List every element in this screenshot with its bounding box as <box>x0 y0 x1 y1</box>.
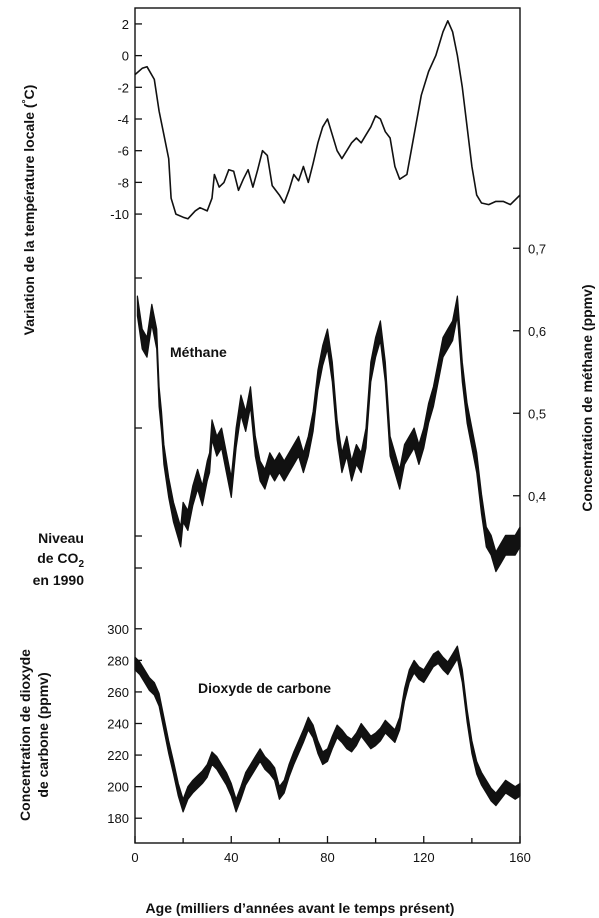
x-axis-title: Age (milliers d’années avant le temps pr… <box>146 900 455 916</box>
methane-tick-label: 0,6 <box>528 324 546 339</box>
co2-tick-label: 280 <box>107 653 129 668</box>
co2-tick-label: 220 <box>107 748 129 763</box>
methane-tick-label: 0,7 <box>528 241 546 256</box>
co2-1990-label-line3: en 1990 <box>33 572 85 588</box>
co2-tick-label: 240 <box>107 717 129 732</box>
temperature-tick-label: -10 <box>110 207 129 222</box>
temperature-axis: 2 0 -2 -4 -6 -8 -10 <box>110 17 142 222</box>
x-tick-label: 40 <box>224 850 238 865</box>
temperature-axis-title: Variation de la température locale (°C) <box>21 85 37 336</box>
methane-axis: 0,7 0,6 0,5 0,4 <box>513 241 546 504</box>
temperature-tick-label: -4 <box>117 112 129 127</box>
co2-series-label: Dioxyde de carbone <box>198 680 331 696</box>
co2-axis-title-line1: Concentration de dioxyde <box>17 649 33 821</box>
temperature-series-line <box>134 20 521 220</box>
x-tick-label: 120 <box>413 850 435 865</box>
co2-1990-label-line1: Niveau <box>38 530 84 546</box>
plot-frame <box>134 7 521 844</box>
methane-tick-label: 0,5 <box>528 406 546 421</box>
x-tick-label: 80 <box>320 850 334 865</box>
co2-axis-title-line2: de carbone (ppmv) <box>35 672 51 797</box>
co2-series-band <box>134 645 521 813</box>
temperature-tick-label: 0 <box>122 49 129 64</box>
methane-series-band <box>136 295 521 573</box>
co2-tick-label: 260 <box>107 685 129 700</box>
x-tick-label: 0 <box>131 850 138 865</box>
methane-series-label: Méthane <box>170 344 227 360</box>
methane-tick-label: 0,4 <box>528 489 546 504</box>
x-axis: 0 40 80 120 160 <box>131 836 531 865</box>
co2-tick-label: 180 <box>107 811 129 826</box>
methane-axis-title: Concentration de méthane (ppmv) <box>579 284 595 511</box>
co2-tick-label: 300 <box>107 622 129 637</box>
minor-ticks <box>135 277 473 843</box>
temperature-tick-label: 2 <box>122 17 129 32</box>
temperature-tick-label: -6 <box>117 144 129 159</box>
x-tick-label: 160 <box>509 850 531 865</box>
co2-axis: 300 280 260 240 220 200 180 <box>107 622 142 826</box>
co2-tick-label: 200 <box>107 780 129 795</box>
temperature-tick-label: -8 <box>117 175 129 190</box>
temperature-tick-label: -2 <box>117 80 129 95</box>
co2-1990-label-line2: de CO2 <box>37 550 84 570</box>
